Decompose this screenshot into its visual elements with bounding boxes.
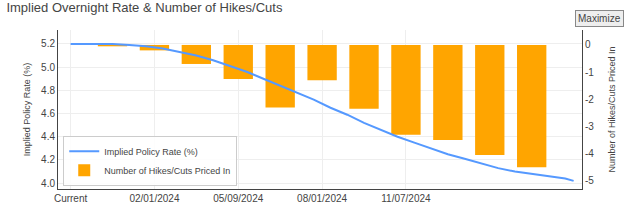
- svg-text:4.0: 4.0: [41, 178, 55, 189]
- svg-text:-4: -4: [585, 148, 594, 159]
- svg-text:4.4: 4.4: [41, 131, 55, 142]
- svg-text:4.2: 4.2: [41, 154, 55, 165]
- svg-text:Number of Hikes/Cuts Priced In: Number of Hikes/Cuts Priced In: [607, 46, 617, 172]
- svg-text:05/09/2024: 05/09/2024: [213, 193, 263, 204]
- svg-text:0: 0: [585, 39, 591, 50]
- svg-text:Implied Overnight Rate & Numbe: Implied Overnight Rate & Number of Hikes…: [6, 0, 282, 15]
- svg-text:Current: Current: [54, 193, 88, 204]
- svg-text:4.8: 4.8: [41, 85, 55, 96]
- svg-text:5.2: 5.2: [41, 38, 55, 49]
- svg-text:02/01/2024: 02/01/2024: [129, 193, 179, 204]
- svg-text:-1: -1: [585, 67, 594, 78]
- svg-text:-5: -5: [585, 175, 594, 186]
- svg-text:-2: -2: [585, 94, 594, 105]
- svg-text:Implied Policy Rate (%): Implied Policy Rate (%): [22, 63, 32, 157]
- svg-text:4.6: 4.6: [41, 108, 55, 119]
- svg-text:5.0: 5.0: [41, 62, 55, 73]
- svg-text:08/01/2024: 08/01/2024: [297, 193, 347, 204]
- svg-text:Number of Hikes/Cuts Priced In: Number of Hikes/Cuts Priced In: [104, 166, 230, 176]
- svg-text:11/07/2024: 11/07/2024: [381, 193, 431, 204]
- svg-text:Maximize: Maximize: [578, 13, 621, 24]
- svg-text:Implied Policy Rate (%): Implied Policy Rate (%): [104, 147, 198, 157]
- svg-text:-3: -3: [585, 121, 594, 132]
